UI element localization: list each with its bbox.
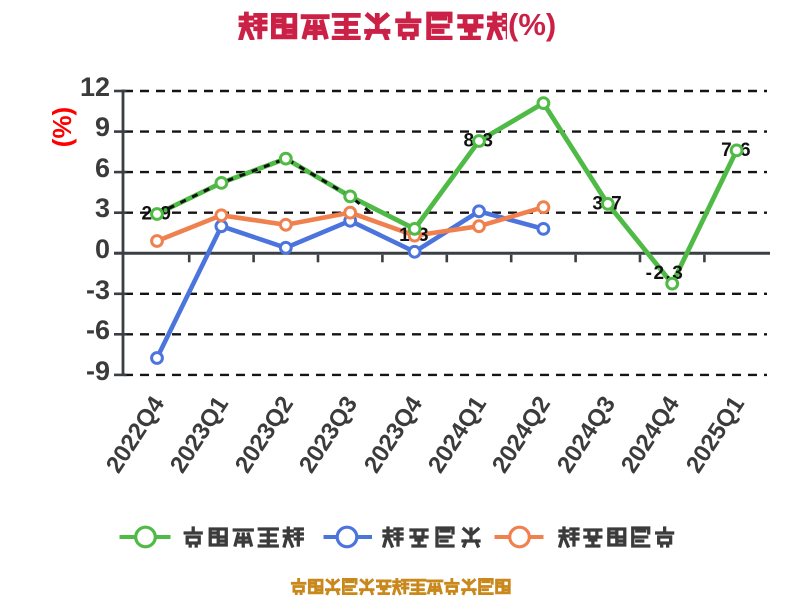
svg-text:2023Q2: 2023Q2 [230,392,299,478]
svg-text:2023Q4: 2023Q4 [359,391,429,478]
svg-text:2025Q1: 2025Q1 [681,392,750,478]
svg-text:2024Q3: 2024Q3 [552,392,621,478]
svg-text:-2.3: -2.3 [646,263,685,284]
svg-text:2024Q1: 2024Q1 [423,392,492,478]
svg-text:2022Q4: 2022Q4 [101,391,171,478]
svg-text:2023Q3: 2023Q3 [294,392,363,478]
svg-text:2024Q2: 2024Q2 [487,392,556,478]
svg-text:2024Q4: 2024Q4 [616,391,686,478]
svg-text:2023Q1: 2023Q1 [165,392,234,478]
